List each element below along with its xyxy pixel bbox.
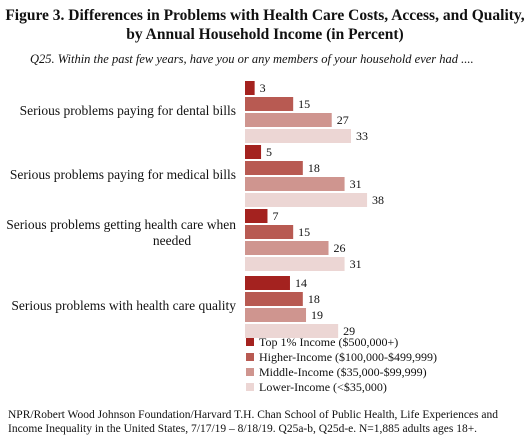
bar bbox=[245, 241, 329, 255]
bar bbox=[245, 97, 294, 111]
bar bbox=[245, 145, 262, 159]
data-label: 38 bbox=[372, 193, 384, 207]
legend-swatch bbox=[246, 383, 254, 391]
bar bbox=[245, 257, 345, 271]
bar bbox=[245, 177, 345, 191]
legend-swatch bbox=[246, 338, 254, 346]
legend: Top 1% Income ($500,000+)Higher-Income (… bbox=[246, 335, 437, 394]
bars-layer: Serious problems paying for dental bills… bbox=[6, 81, 384, 338]
survey-question: Q25. Within the past few years, have you… bbox=[30, 52, 474, 66]
bar bbox=[245, 81, 255, 95]
data-label: 5 bbox=[266, 145, 272, 159]
data-label: 29 bbox=[343, 324, 355, 338]
bar bbox=[245, 193, 368, 207]
data-label: 31 bbox=[350, 257, 362, 271]
bar bbox=[245, 129, 351, 143]
bar bbox=[245, 113, 332, 127]
legend-label: Lower-Income (<$35,000) bbox=[259, 380, 387, 394]
data-label: 19 bbox=[311, 308, 323, 322]
data-label: 33 bbox=[356, 129, 368, 143]
bar-chart: Serious problems paying for dental bills… bbox=[6, 81, 437, 394]
data-label: 7 bbox=[272, 209, 278, 223]
legend-swatch bbox=[246, 368, 254, 376]
bar bbox=[245, 308, 307, 322]
category-label: Serious problems getting health care whe… bbox=[6, 217, 236, 248]
bar bbox=[245, 276, 290, 290]
chart-title: Figure 3. Differences in Problems with H… bbox=[5, 7, 525, 43]
data-label: 26 bbox=[334, 241, 346, 255]
data-label: 18 bbox=[308, 292, 320, 306]
category-label: Serious problems with health care qualit… bbox=[11, 298, 236, 313]
source-note: NPR/Robert Wood Johnson Foundation/Harva… bbox=[8, 409, 498, 435]
data-label: 14 bbox=[295, 276, 307, 290]
bar bbox=[245, 161, 303, 175]
bar bbox=[245, 292, 303, 306]
legend-label: Higher-Income ($100,000-$499,999) bbox=[259, 350, 437, 364]
data-label: 15 bbox=[298, 97, 310, 111]
category-label: Serious problems paying for dental bills bbox=[20, 103, 236, 118]
legend-label: Middle-Income ($35,000-$99,999) bbox=[259, 365, 427, 379]
data-label: 15 bbox=[298, 225, 310, 239]
data-label: 3 bbox=[260, 81, 266, 95]
data-label: 31 bbox=[350, 177, 362, 191]
bar bbox=[245, 209, 268, 223]
legend-swatch bbox=[246, 353, 254, 361]
bar bbox=[245, 324, 339, 338]
bar bbox=[245, 225, 294, 239]
legend-label: Top 1% Income ($500,000+) bbox=[259, 335, 398, 349]
category-label: Serious problems paying for medical bill… bbox=[10, 167, 236, 182]
data-label: 27 bbox=[337, 113, 349, 127]
data-label: 18 bbox=[308, 161, 320, 175]
